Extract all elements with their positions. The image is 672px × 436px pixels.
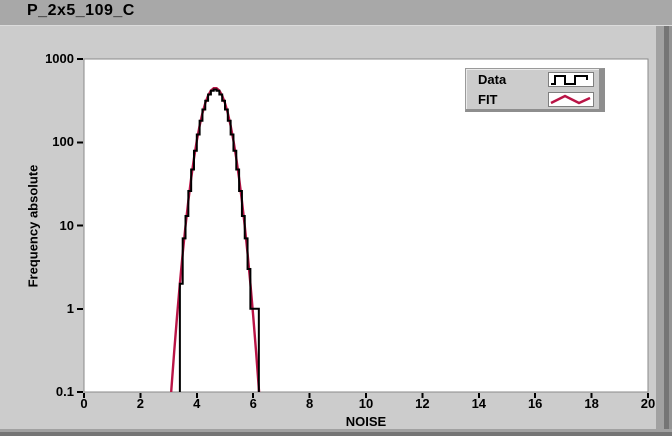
panel-shadow-bottom-dark <box>0 432 672 436</box>
legend-swatch-fit[interactable] <box>548 91 594 107</box>
fit-waveform-path <box>550 94 591 104</box>
legend-swatch-data[interactable] <box>548 71 594 87</box>
legend-item-fit[interactable]: FIT <box>466 90 599 108</box>
x-tick-label: 8 <box>305 396 314 411</box>
panel-shadow-right-edge <box>669 26 672 436</box>
x-tick-label: 18 <box>584 396 599 411</box>
panel-shadow-bottom <box>0 429 672 432</box>
graph-canvas <box>77 58 649 398</box>
y-tick-label: 1000 <box>45 51 74 66</box>
window-titlebar: P_2x5_109_C <box>0 0 672 25</box>
x-tick-label: 12 <box>415 396 430 411</box>
page-title: P_2x5_109_C <box>27 2 135 19</box>
square-wave-icon <box>551 74 588 85</box>
legend-item-data[interactable]: Data <box>466 70 599 88</box>
x-tick-label: 6 <box>249 396 257 411</box>
x-tick-label: 14 <box>471 396 487 411</box>
panel-shadow-right <box>656 26 664 436</box>
y-tick-label: 1 <box>66 300 74 316</box>
data-waveform-path <box>551 74 588 85</box>
x-tick-label: 2 <box>136 396 144 411</box>
y-tick-label: 100 <box>52 134 74 150</box>
legend-label-data: Data <box>478 71 507 87</box>
legend-label-fit: FIT <box>478 91 498 107</box>
panel-shadow-right-dark <box>664 26 669 436</box>
y-tick-label: 0.1 <box>55 384 74 399</box>
x-axis-title: NOISE <box>345 414 387 429</box>
plot-legend[interactable]: Data FIT <box>465 68 605 112</box>
x-tick-label: 10 <box>358 396 374 411</box>
zigzag-wave-icon <box>550 94 591 104</box>
x-tick-label: 20 <box>640 396 656 411</box>
x-tick-label: 0 <box>80 396 88 411</box>
x-tick-label: 16 <box>527 396 543 411</box>
y-tick-label: 10 <box>59 217 74 233</box>
x-tick-label: 4 <box>193 396 201 411</box>
